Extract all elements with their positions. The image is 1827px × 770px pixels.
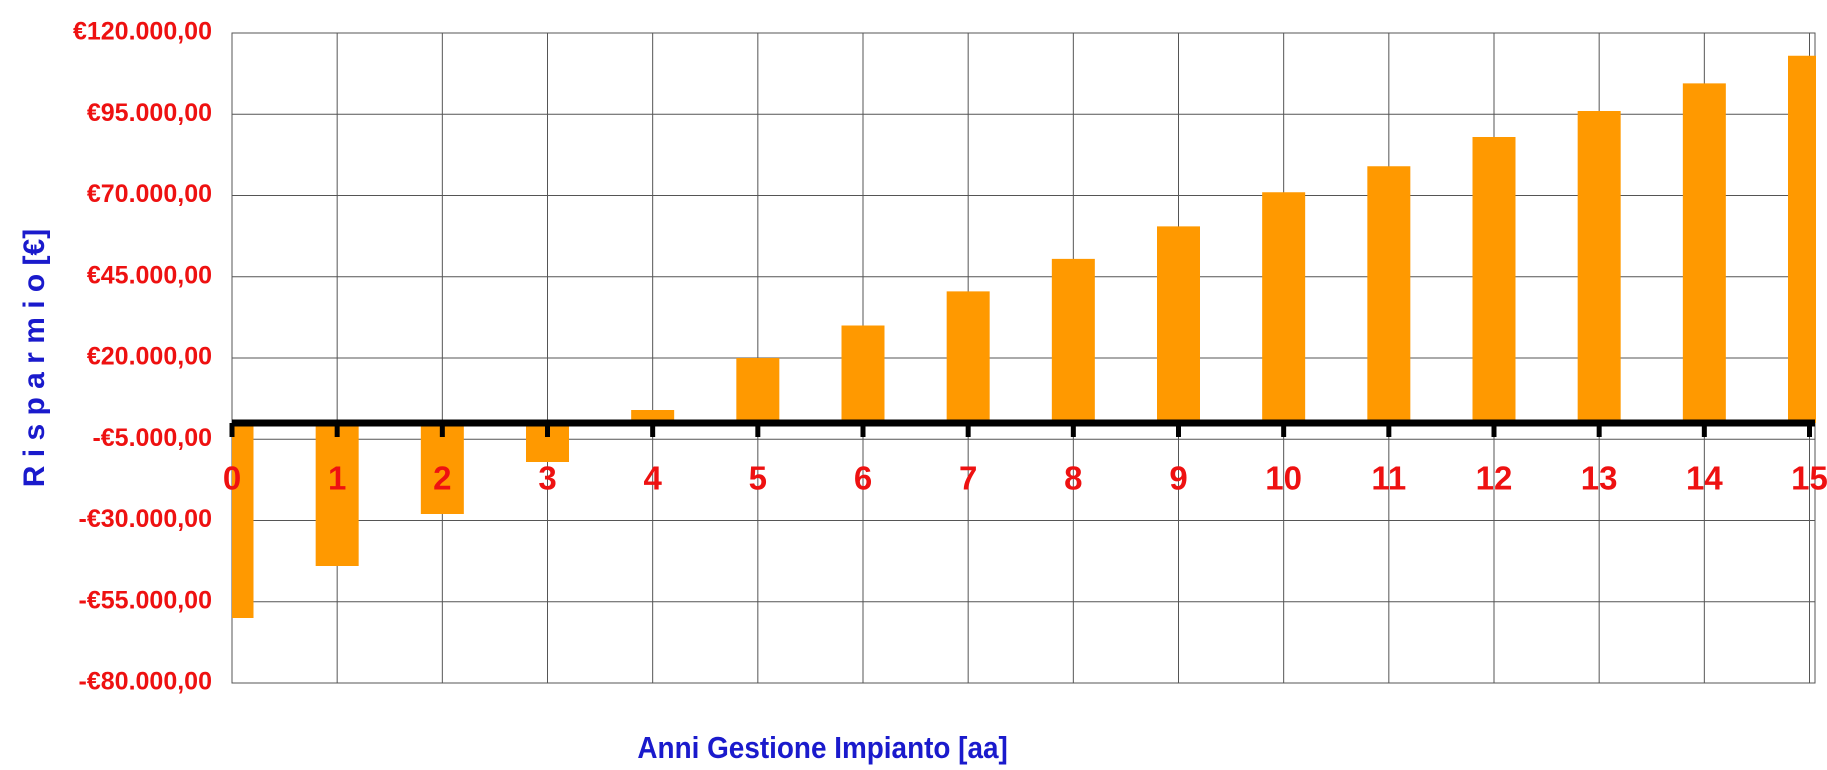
x-tick-label: 13: [1581, 460, 1618, 497]
y-tick-label: -€55.000,00: [79, 586, 212, 614]
x-tick-label: 2: [433, 460, 451, 497]
y-tick-label: €70.000,00: [87, 180, 212, 208]
y-tick-label: €45.000,00: [87, 261, 212, 289]
bar: [315, 423, 359, 566]
bar: [841, 325, 885, 423]
bar: [736, 358, 780, 423]
y-tick-label: €120.000,00: [73, 18, 212, 46]
bar: [1157, 226, 1200, 423]
x-axis-title: Anni Gestione Impianto [aa]: [637, 731, 1007, 766]
x-tick-label: 0: [223, 460, 241, 497]
bar: [1577, 111, 1621, 423]
axis: [229, 419, 1815, 437]
y-tick-label: -€30.000,00: [79, 505, 212, 533]
bar: [1262, 192, 1306, 423]
bar: [420, 423, 464, 514]
y-tick-label: -€80.000,00: [79, 668, 212, 696]
bar: [946, 291, 990, 423]
x-tick-label: 7: [959, 460, 977, 497]
x-tick-label: 10: [1265, 460, 1302, 497]
grid: [232, 32, 1815, 684]
bar: [1682, 83, 1726, 423]
y-tick-label: €20.000,00: [87, 343, 212, 371]
x-tick-label: 9: [1169, 460, 1187, 497]
bar: [232, 423, 254, 618]
x-tick-label: 3: [538, 460, 556, 497]
bar: [1788, 55, 1816, 423]
x-tick-label: 15: [1791, 460, 1827, 497]
bars: [232, 55, 1816, 618]
x-tick-label: 1: [328, 460, 346, 497]
y-tick-label: -€5.000,00: [92, 424, 212, 452]
x-tick-label: 4: [643, 460, 662, 497]
y-axis-title: R i s p a r m i o [€]: [18, 229, 51, 487]
x-tick-label: 14: [1686, 460, 1723, 497]
x-tick-label: 12: [1476, 460, 1513, 497]
x-tick-label: 5: [749, 460, 767, 497]
bar: [1472, 137, 1516, 423]
x-tick-label: 8: [1064, 460, 1082, 497]
x-tick-label: 6: [854, 460, 872, 497]
bar: [1051, 258, 1095, 423]
x-tick-label: 11: [1371, 460, 1406, 497]
bar: [1367, 166, 1411, 423]
y-tick-label: €95.000,00: [87, 99, 212, 127]
